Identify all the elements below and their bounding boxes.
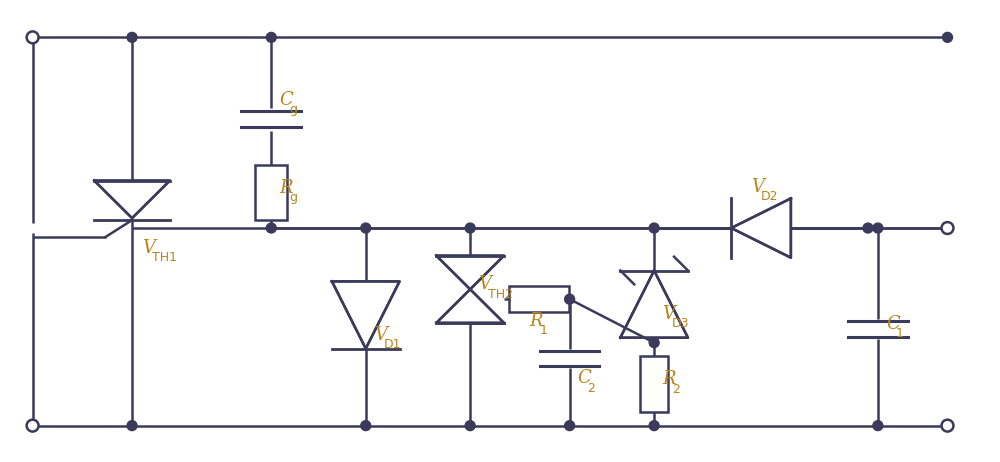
Circle shape (873, 421, 883, 431)
Text: V: V (751, 177, 764, 195)
Circle shape (27, 419, 39, 432)
Circle shape (465, 223, 475, 233)
Text: D1: D1 (384, 338, 401, 351)
Polygon shape (731, 198, 791, 258)
Text: C: C (886, 315, 900, 333)
Text: 2: 2 (588, 382, 595, 395)
Text: TH1: TH1 (152, 251, 177, 264)
Circle shape (649, 223, 659, 233)
Text: C: C (279, 91, 293, 109)
Text: C: C (578, 369, 591, 387)
Bar (509, 286, 569, 312)
Text: g: g (289, 191, 297, 204)
Text: 1: 1 (539, 324, 547, 337)
Polygon shape (436, 289, 504, 323)
Circle shape (465, 421, 475, 431)
Circle shape (361, 223, 371, 233)
Text: TH2: TH2 (488, 288, 513, 301)
Text: R: R (529, 312, 543, 330)
Polygon shape (332, 281, 400, 348)
Text: R: R (662, 370, 676, 388)
Polygon shape (620, 271, 688, 338)
Text: V: V (142, 239, 155, 257)
Circle shape (873, 223, 883, 233)
Polygon shape (94, 181, 170, 218)
Circle shape (649, 421, 659, 431)
Circle shape (649, 338, 659, 347)
Circle shape (266, 223, 276, 233)
Text: D3: D3 (672, 317, 690, 330)
Text: V: V (374, 326, 387, 344)
Text: 2: 2 (672, 383, 680, 395)
Bar (640, 357, 668, 412)
Circle shape (266, 32, 276, 43)
Text: g: g (289, 103, 297, 116)
Circle shape (127, 32, 137, 43)
Circle shape (942, 419, 953, 432)
Circle shape (127, 421, 137, 431)
Circle shape (565, 294, 575, 304)
Text: V: V (478, 275, 491, 293)
Polygon shape (436, 255, 504, 289)
Circle shape (942, 222, 953, 234)
Text: D2: D2 (761, 190, 779, 203)
Bar (255, 165, 287, 220)
Circle shape (943, 32, 952, 43)
Text: R: R (279, 178, 293, 196)
Circle shape (361, 421, 371, 431)
Circle shape (27, 31, 39, 43)
Text: V: V (662, 305, 675, 323)
Circle shape (565, 421, 575, 431)
Text: 1: 1 (896, 327, 904, 340)
Circle shape (863, 223, 873, 233)
